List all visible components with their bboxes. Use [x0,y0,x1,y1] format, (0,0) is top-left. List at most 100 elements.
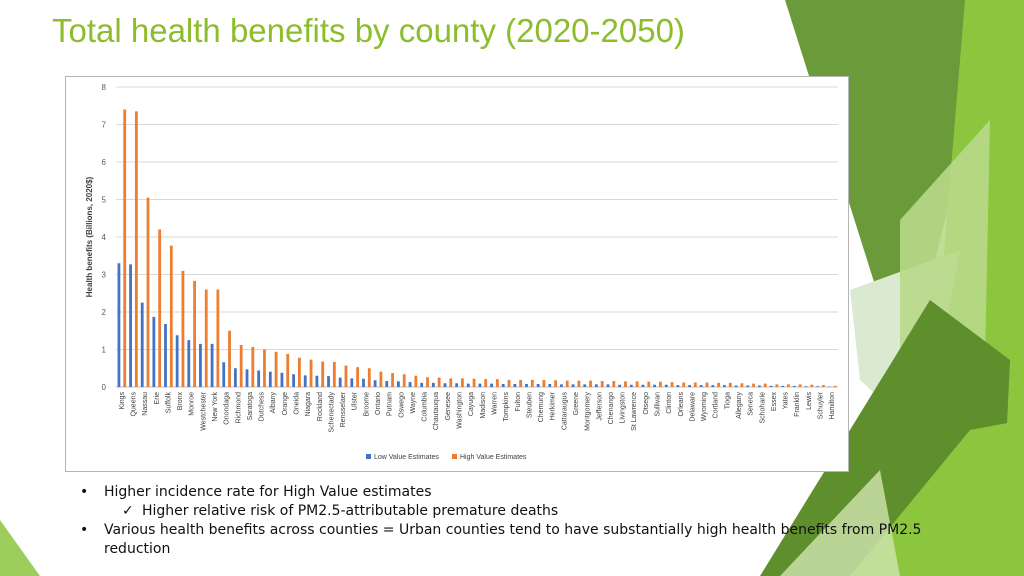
x-tick-label: Montgomery [585,392,592,431]
bullet-text-urban-counties: Various health benefits across counties … [104,522,922,557]
bar-low-value [606,384,610,387]
bar-low-value [175,335,179,387]
legend-swatch [366,454,371,459]
x-tick-label: Madison [480,392,487,419]
bar-low-value [594,384,598,387]
bar-low-value [723,385,726,387]
x-tick-label: Schoharie [759,392,766,424]
x-tick-label: Livingston [620,392,627,424]
x-tick-label: Cattaraugus [561,392,568,431]
x-tick-label: Schenectady [328,392,335,433]
bar-low-value [362,378,365,387]
bar-high-value [449,378,453,387]
x-tick-label: Essex [771,392,778,412]
deco-shape-pale-bottom [780,470,900,576]
bar-high-value [263,349,266,387]
x-tick-label: Clinton [666,392,673,414]
bar-low-value [560,384,563,387]
bar-high-value [321,361,325,387]
y-tick-label: 6 [102,158,107,167]
x-tick-label: Kings [119,392,126,410]
slide-title: Total health benefits by county (2020-20… [52,12,685,49]
bar-low-value [129,264,132,387]
bar-high-value [787,384,790,387]
bar-low-value [408,382,412,387]
x-tick-label: Delaware [689,392,696,422]
checkmark-icon: ✓ [122,503,134,519]
bar-low-value [676,385,680,387]
bar-low-value [199,343,202,387]
deco-shape-bright-bottom [850,420,1024,576]
bar-low-value [455,383,459,387]
bar-high-value [635,381,639,387]
bar-low-value [292,374,295,387]
bar-low-value [385,381,389,387]
x-tick-label: Washington [457,392,464,429]
x-tick-label: Wayne [410,392,417,414]
x-tick-label: Schuyler [818,391,825,419]
bar-high-value [822,385,825,387]
bar-low-value [303,375,307,387]
bar-high-value [763,383,767,387]
bar-low-value [152,316,156,387]
x-tick-label: Jefferson [596,392,603,421]
bar-high-value [624,381,627,387]
bar-high-value [379,371,383,387]
bar-high-value [298,357,301,387]
bar-high-value [833,385,837,387]
bar-low-value [257,370,261,387]
x-tick-label: Greene [573,392,580,415]
bar-low-value [653,384,656,387]
bar-high-value [717,382,721,387]
bar-high-value [798,384,802,387]
x-tick-label: Fulton [515,392,522,412]
y-axis-label: Health benefits (Billions, 2020$) [85,176,94,297]
x-tick-label: Chenango [608,392,615,424]
x-tick-label: Suffolk [165,392,172,414]
bar-high-value [542,379,546,387]
legend-label: High Value Estimates [460,454,527,461]
y-tick-label: 4 [102,233,107,242]
bar-high-value [705,382,709,387]
bar-high-value [286,354,290,387]
legend-label: Low Value Estimates [374,454,439,461]
bar-high-value [484,379,488,387]
bar-low-value [513,384,517,387]
bar-low-value [397,381,400,387]
bar-low-value [769,385,773,387]
bar-high-value [659,381,662,387]
bar-low-value [233,368,237,387]
x-tick-label: Queens [130,392,137,417]
x-tick-label: Cayuga [468,392,475,416]
x-tick-label: Albany [270,392,277,414]
x-tick-label: St Lawrence [631,392,638,431]
x-tick-label: Chautauqua [433,392,440,430]
bar-high-value [589,380,592,387]
bar-high-value [204,289,208,387]
bar-high-value [519,379,523,387]
bar-high-value [193,280,196,387]
x-tick-label: Putnam [387,392,394,416]
y-tick-label: 3 [102,271,107,280]
bullet-item: • Various health benefits across countie… [78,521,938,559]
bar-low-value [792,385,796,387]
bar-low-value [210,343,214,387]
bar-high-value [670,382,674,387]
bar-low-value [268,371,272,387]
y-tick-label: 8 [102,83,107,92]
bullet-subitem: ✓ Higher relative risk of PM2.5-attribut… [78,502,938,521]
x-tick-label: Seneca [748,392,755,416]
bar-high-value [461,378,464,387]
bar-high-value [228,330,231,387]
y-tick-label: 2 [102,308,107,317]
bullet-text-relative-risk: Higher relative risk of PM2.5-attributab… [142,503,559,519]
x-tick-label: Richmond [235,392,242,424]
bar-chart: 0 1 2 3 4 5 6 7 8 Health benefits (Billions, 2020… [85,83,838,461]
bar-high-value [495,379,499,387]
bar-low-value [699,385,703,387]
bar-low-value [746,385,750,387]
bar-low-value [664,384,668,387]
bar-high-value [565,380,569,387]
bar-low-value [478,383,482,387]
bar-high-value [775,384,779,387]
